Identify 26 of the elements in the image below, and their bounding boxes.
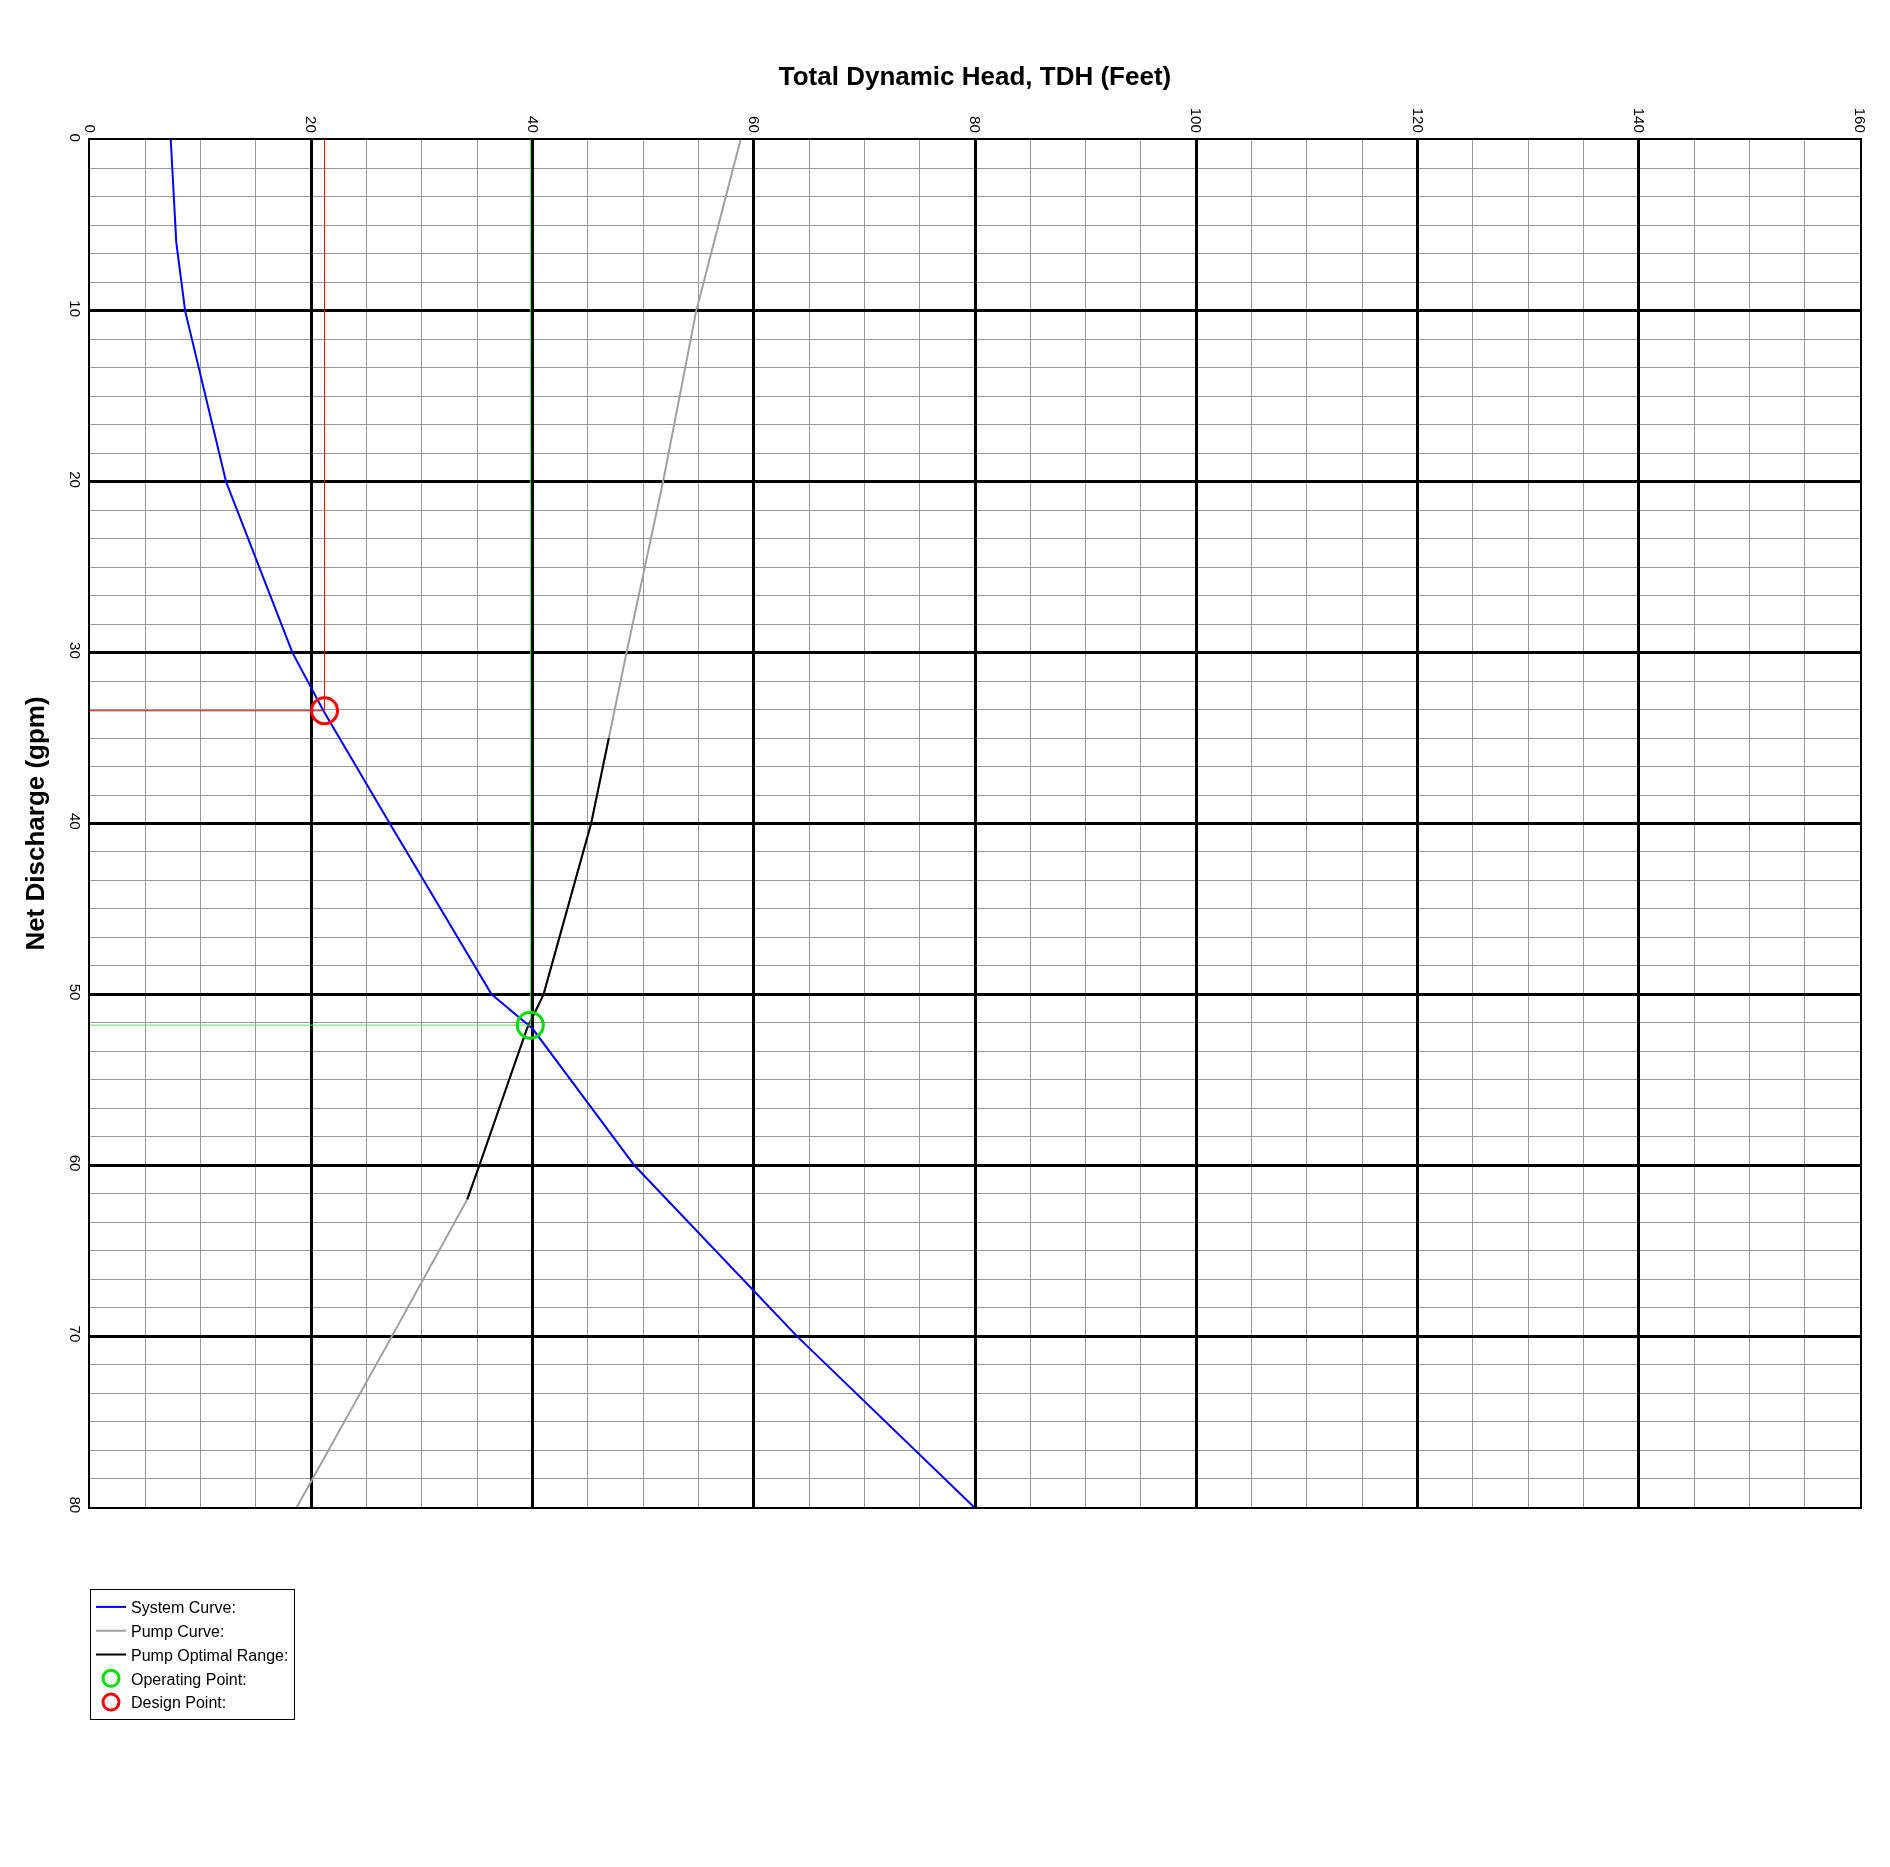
y-axis-title: Net Discharge (gpm): [19, 696, 50, 951]
x-tick-label: 20: [303, 116, 321, 133]
y-tick-label: 30: [67, 642, 84, 659]
y-tick-label: 20: [67, 471, 84, 488]
legend-label: Operating Point:: [131, 1670, 247, 1688]
x-tick-label: 100: [1188, 107, 1206, 133]
x-tick-label: 60: [745, 116, 763, 133]
y-tick-label: 0: [67, 133, 84, 142]
x-tick-label: 80: [967, 116, 985, 133]
y-tick-label: 60: [67, 1154, 84, 1172]
x-tick-label: 140: [1630, 107, 1648, 133]
legend-label: System Curve:: [131, 1599, 236, 1617]
x-tick-label: 40: [524, 116, 542, 133]
legend-label: Pump Curve:: [131, 1622, 225, 1640]
y-tick-label: 10: [67, 300, 84, 317]
x-tick-label: 0: [82, 124, 100, 133]
y-tick-label: 50: [67, 983, 84, 1001]
x-axis-title: Total Dynamic Head, TDH (Feet): [778, 60, 1172, 91]
y-tick-label: 80: [67, 1496, 84, 1514]
y-tick-label: 40: [67, 812, 84, 830]
y-tick-label: 70: [67, 1325, 84, 1343]
legend-label: Design Point:: [131, 1694, 227, 1712]
line-series: [169, 140, 975, 1507]
x-tick-label: 120: [1409, 107, 1427, 133]
x-tick-label: 160: [1852, 107, 1870, 133]
legend-label: Pump Optimal Range:: [131, 1646, 289, 1664]
